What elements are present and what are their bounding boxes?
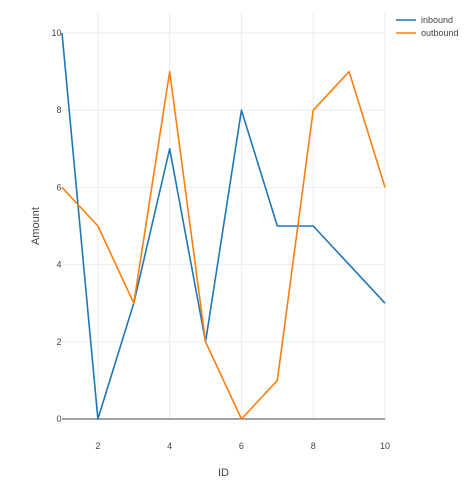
x-tick-label: 10 — [380, 441, 390, 451]
x-axis-title: ID — [218, 467, 229, 479]
x-tick-label: 6 — [239, 441, 244, 451]
x-tick-label: 4 — [167, 441, 172, 451]
y-tick-label: 4 — [56, 260, 61, 270]
y-tick-label: 10 — [51, 28, 61, 38]
y-tick-label: 6 — [56, 182, 61, 192]
series-line-inbound[interactable] — [61, 32, 386, 420]
series-lines — [61, 32, 386, 420]
series-line-outbound[interactable] — [61, 70, 386, 420]
legend-item-outbound[interactable]: outbound — [396, 28, 459, 38]
legend-label: outbound — [421, 28, 459, 38]
y-axis-title: Amount — [30, 207, 42, 245]
x-tick-labels: 2 4 6 8 10 — [95, 441, 390, 451]
legend[interactable]: inbound outbound — [396, 15, 459, 38]
grid — [62, 11, 386, 419]
legend-item-inbound[interactable]: inbound — [396, 15, 453, 25]
y-tick-label: 0 — [56, 414, 61, 424]
legend-label: inbound — [421, 15, 453, 25]
x-tick-label: 2 — [95, 441, 100, 451]
y-tick-labels: 0 2 4 6 8 10 — [51, 28, 61, 424]
y-tick-label: 2 — [56, 337, 61, 347]
x-tick-label: 8 — [311, 441, 316, 451]
y-tick-label: 8 — [56, 105, 61, 115]
